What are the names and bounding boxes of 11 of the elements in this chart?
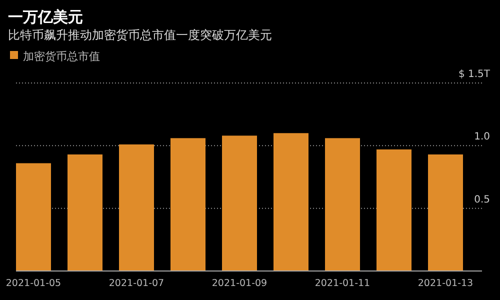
legend-label: 加密货币总市值 xyxy=(23,50,100,63)
x-tick-label: 2021-01-11 xyxy=(314,278,370,289)
x-tick-label: 2021-01-05 xyxy=(6,278,62,289)
x-tick-label: 2021-01-09 xyxy=(212,278,268,289)
x-tick-label: 2021-01-13 xyxy=(418,278,474,289)
y-tick-label: 1.0 xyxy=(474,132,490,143)
y-tick-label: 0.5 xyxy=(474,194,490,206)
x-tick-label: 2021-01-07 xyxy=(108,278,164,289)
y-tick-label: $ 1.5T xyxy=(458,69,491,80)
chart-subtitle: 比特币飙升推动加密货币总市值一度突破万亿美元 xyxy=(8,28,272,42)
chart-title: 一万亿美元 xyxy=(8,8,83,26)
